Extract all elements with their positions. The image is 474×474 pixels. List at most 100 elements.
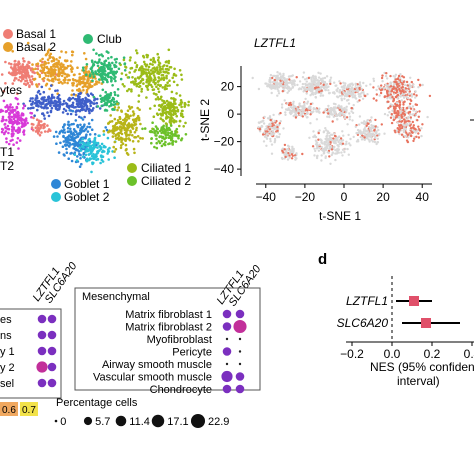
cluster-cell-point — [93, 83, 96, 86]
y-tick-label: 0 — [227, 107, 234, 121]
cluster-cell-point — [162, 78, 166, 81]
background-cell-point — [360, 91, 363, 94]
cluster-cell-point — [81, 99, 84, 102]
background-cell-point — [411, 83, 415, 86]
expressed-cell-point — [373, 128, 376, 131]
cluster-cell-point — [71, 96, 75, 100]
background-cell-point — [303, 106, 307, 109]
expressed-cell-point — [392, 85, 395, 89]
cluster-cell-point — [81, 107, 84, 110]
cluster-cell-point — [149, 62, 152, 66]
cluster-cell-point — [135, 51, 139, 55]
cluster-cell-point — [69, 152, 72, 155]
cluster-cell-point — [63, 59, 67, 62]
expressed-cell-point — [417, 132, 420, 135]
cluster-cell-point — [12, 143, 15, 146]
cluster-cell-point — [39, 64, 43, 67]
cluster-cell-point — [17, 114, 21, 117]
cluster-cell-point — [46, 124, 49, 127]
cluster-cell-point — [145, 63, 149, 67]
background-cell-point — [301, 82, 305, 86]
expressed-cell-point — [419, 84, 422, 87]
background-cell-point — [402, 123, 405, 126]
background-cell-point — [355, 140, 359, 143]
cluster-cell-point — [61, 111, 65, 114]
background-cell-point — [377, 85, 380, 88]
cluster-cell-point — [178, 119, 182, 123]
cluster-cell-point — [3, 132, 6, 136]
cluster-cell-point — [94, 71, 98, 75]
background-cell-point — [262, 140, 266, 143]
legend-label-club: Club — [97, 32, 122, 46]
expression-points — [251, 71, 432, 165]
cluster-cell-point — [172, 102, 175, 106]
cluster-cell-point — [123, 62, 127, 65]
background-cell-point — [266, 84, 269, 88]
background-cell-point — [277, 124, 281, 127]
forest-row-label: SLC6A20 — [337, 316, 389, 330]
cluster-cell-point — [2, 89, 6, 93]
background-cell-point — [341, 139, 345, 142]
background-cell-point — [334, 139, 337, 142]
cluster-cell-point — [5, 118, 8, 122]
cluster-cell-point — [165, 99, 169, 103]
cluster-cell-point — [113, 156, 116, 159]
background-cell-point — [376, 141, 379, 144]
cluster-cell-point — [147, 71, 151, 74]
expressed-cell-point — [397, 130, 400, 134]
cluster-cell-point — [159, 70, 162, 74]
cluster-cell-point — [26, 121, 29, 125]
expressed-cell-point — [271, 125, 274, 128]
expressed-cell-point — [322, 111, 325, 114]
background-cell-point — [354, 86, 357, 89]
cluster-cell-point — [146, 68, 150, 71]
cluster-cell-point — [74, 110, 78, 113]
background-cell-point — [408, 86, 411, 89]
cluster-cell-point — [71, 53, 74, 57]
background-cell-point — [369, 83, 372, 86]
cluster-cell-point — [64, 72, 67, 76]
cluster-cell-point — [92, 161, 95, 165]
background-cell-point — [352, 93, 355, 97]
expressed-cell-point — [392, 105, 396, 108]
panel-d-label: d — [318, 251, 327, 268]
expressed-cell-point — [414, 128, 417, 131]
cluster-cell-point — [117, 106, 120, 109]
dot-mark — [47, 314, 57, 324]
cluster-cell-point — [131, 110, 135, 113]
cluster-cell-point — [70, 93, 73, 97]
background-cell-point — [344, 109, 348, 112]
cluster-cell-point — [92, 152, 95, 156]
cluster-cell-point — [55, 107, 59, 111]
cluster-cell-point — [8, 115, 11, 119]
cluster-cell-point — [174, 109, 177, 113]
cluster-cell-point — [66, 81, 69, 85]
cluster-cell-point — [107, 150, 110, 153]
cluster-cell-point — [23, 121, 27, 124]
cluster-cell-point — [174, 130, 177, 133]
background-cell-point — [356, 128, 360, 132]
cluster-cell-point — [93, 138, 97, 142]
cluster-cell-point — [50, 72, 53, 76]
cluster-cell-point — [2, 99, 6, 103]
cluster-cell-point — [101, 80, 105, 84]
cluster-cell-point — [136, 76, 140, 79]
background-cell-point — [276, 135, 279, 139]
cluster-cell-point — [142, 60, 146, 64]
cluster-cell-point — [66, 140, 69, 143]
cluster-cell-point — [0, 130, 4, 134]
background-cell-point — [277, 86, 281, 89]
cluster-cell-point — [160, 67, 163, 71]
cluster-cell-point — [88, 133, 92, 136]
cluster-cell-point — [110, 104, 113, 107]
cluster-cell-point — [137, 100, 140, 103]
background-cell-point — [373, 140, 377, 144]
cluster-cell-point — [42, 67, 45, 71]
cluster-cell-point — [116, 132, 119, 136]
background-cell-point — [318, 143, 321, 146]
expressed-cell-point — [394, 81, 397, 84]
background-cell-point — [292, 147, 295, 151]
cluster-cell-point — [107, 51, 110, 54]
background-cell-point — [324, 83, 328, 87]
expressed-cell-point — [309, 113, 312, 116]
